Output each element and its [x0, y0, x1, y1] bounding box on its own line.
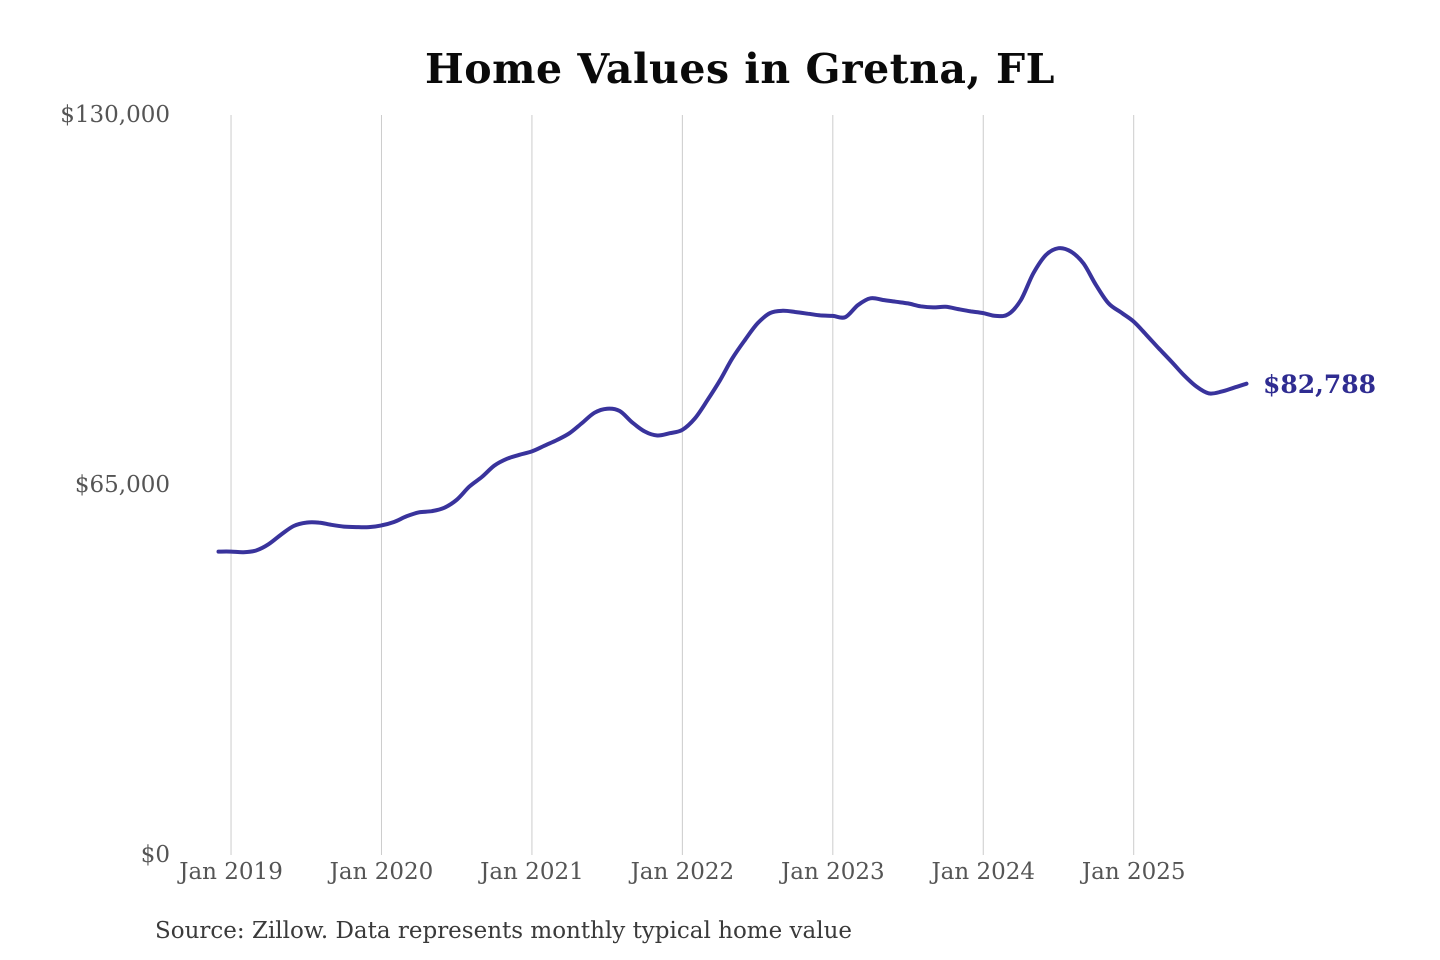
x-tick-label: Jan 2021: [480, 859, 584, 885]
y-tick-label: $65,000: [74, 472, 170, 498]
x-tick-label: Jan 2023: [781, 859, 885, 885]
x-tick-label: Jan 2022: [630, 859, 735, 885]
gridlines: [230, 115, 1135, 855]
x-tick-label: Jan 2020: [329, 859, 434, 885]
y-tick-label: $130,000: [60, 102, 170, 128]
x-tick-label: Jan 2024: [931, 859, 1036, 885]
source-note: Source: Zillow. Data represents monthly …: [155, 918, 853, 944]
x-tick-label: Jan 2025: [1081, 859, 1186, 885]
latest-value-label: $82,788: [1263, 369, 1377, 399]
x-tick-label: Jan 2019: [179, 859, 283, 885]
y-tick-label: $0: [140, 842, 170, 868]
home-value-series-line: [216, 246, 1249, 555]
chart-title: Home Values in Gretna, FL: [425, 45, 1055, 93]
